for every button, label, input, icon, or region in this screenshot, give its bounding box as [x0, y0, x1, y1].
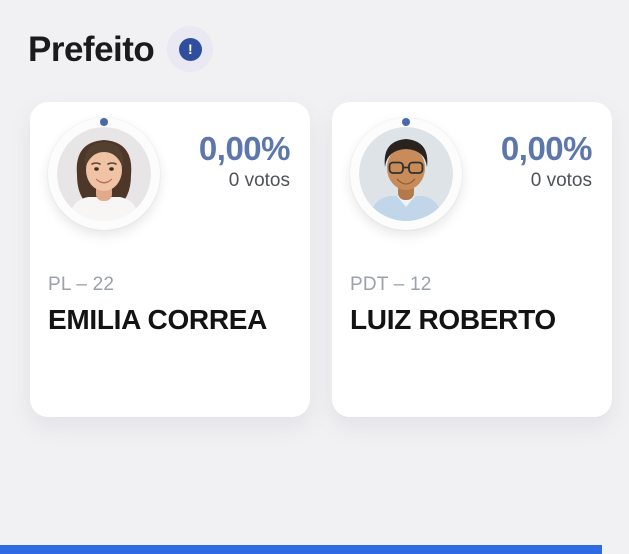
- percent-value: 0,00%: [198, 130, 291, 167]
- votes-count: 0 votos: [530, 170, 592, 192]
- candidate-avatar: [350, 118, 462, 230]
- candidate-stats: 0,00% 0 votos: [198, 118, 291, 230]
- woman-portrait-icon: [57, 127, 151, 221]
- percent-value: 0,00%: [500, 130, 593, 167]
- candidate-avatar: [48, 118, 160, 230]
- card-top: 0,00% 0 votos: [350, 118, 593, 230]
- man-portrait-icon: [359, 127, 453, 221]
- page-header: Prefeito !: [0, 0, 629, 74]
- candidate-stats: 0,00% 0 votos: [500, 118, 593, 230]
- card-top: 0,00% 0 votos: [48, 118, 291, 230]
- candidate-card-luiz[interactable]: 0,00% 0 votos PDT – 12 LUIZ ROBERTO: [332, 102, 612, 417]
- party-label: PDT – 12: [350, 274, 432, 295]
- page-title: Prefeito: [28, 29, 155, 69]
- party-label: PL – 22: [48, 274, 115, 295]
- progress-dot-icon: [100, 118, 108, 126]
- exclamation-circle-icon: !: [178, 37, 202, 61]
- candidates-row: 0,00% 0 votos PL – 22 EMILIA CORREA: [30, 102, 612, 417]
- info-button[interactable]: !: [167, 26, 214, 72]
- horizontal-scrollbar-thumb[interactable]: [0, 545, 602, 554]
- candidate-name: LUIZ ROBERTO: [350, 304, 556, 335]
- candidate-name: EMILIA CORREA: [48, 304, 268, 335]
- progress-dot-icon: [402, 118, 410, 126]
- votes-count: 0 votos: [228, 170, 290, 192]
- candidate-card-emilia[interactable]: 0,00% 0 votos PL – 22 EMILIA CORREA: [30, 102, 310, 417]
